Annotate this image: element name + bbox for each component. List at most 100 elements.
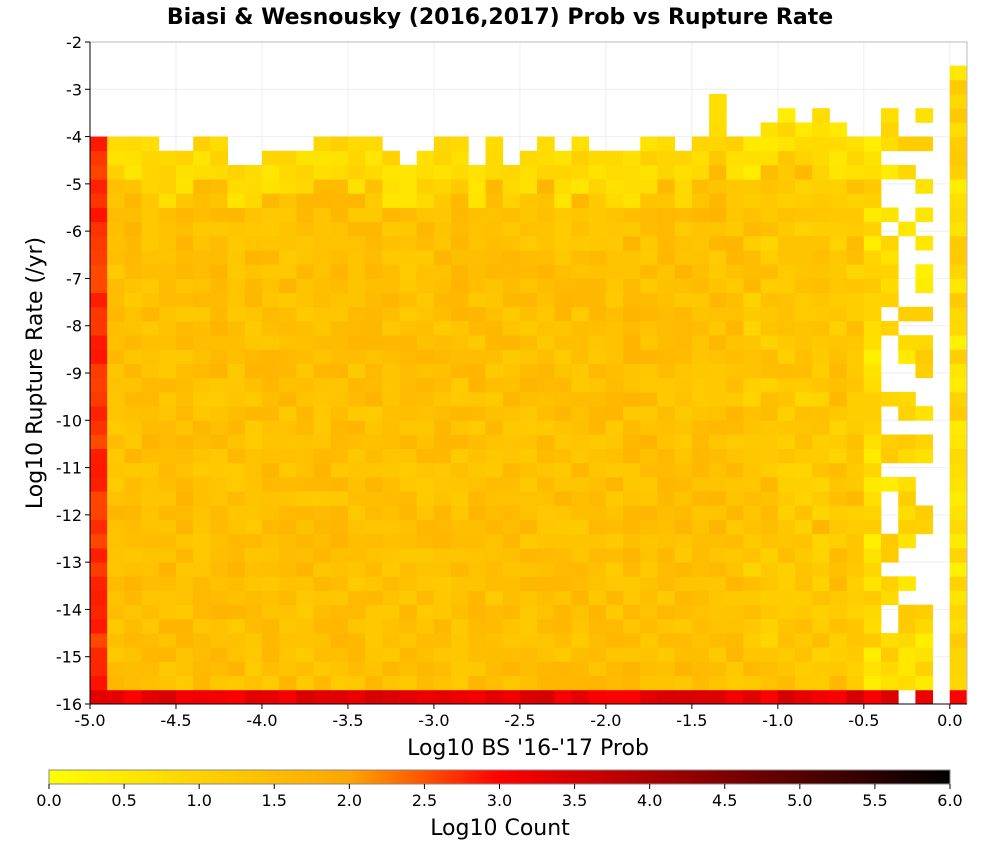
heatmap-cell xyxy=(124,505,142,520)
heatmap-cell xyxy=(777,122,796,137)
heatmap-cell xyxy=(657,491,676,506)
heatmap-cell xyxy=(451,150,469,166)
heatmap-cell xyxy=(313,179,332,194)
heatmap-cell xyxy=(451,533,469,549)
heatmap-cell xyxy=(812,647,830,662)
heatmap-cell xyxy=(347,349,366,364)
heatmap-cell xyxy=(898,505,916,520)
heatmap-cell xyxy=(107,349,125,364)
heatmap-cell xyxy=(691,618,710,634)
heatmap-cell xyxy=(760,505,779,520)
heatmap-cell xyxy=(657,292,676,308)
heatmap-cell xyxy=(330,689,349,705)
heatmap-cell xyxy=(691,661,710,677)
heatmap-cell xyxy=(949,221,968,237)
heatmap-cell xyxy=(812,633,830,648)
heatmap-cell xyxy=(829,519,848,535)
heatmap-cell xyxy=(365,377,383,393)
heatmap-cell xyxy=(347,590,366,606)
heatmap-cell xyxy=(674,179,693,194)
heatmap-cell xyxy=(863,689,882,705)
heatmap-cell xyxy=(296,406,314,421)
heatmap-cell xyxy=(399,604,418,620)
heatmap-cell xyxy=(175,448,194,464)
heatmap-cell xyxy=(502,292,521,308)
heatmap-cell xyxy=(210,462,228,478)
heatmap-cell xyxy=(640,547,658,563)
heatmap-cell xyxy=(416,278,435,294)
heatmap-cell xyxy=(691,491,710,506)
heatmap-cell xyxy=(296,618,314,634)
y-tick-label: -12 xyxy=(56,506,82,525)
y-tick-label: -7 xyxy=(66,269,82,288)
heatmap-cell xyxy=(502,604,521,620)
heatmap-cell xyxy=(227,434,246,450)
heatmap-cell xyxy=(537,207,555,223)
heatmap-cell xyxy=(451,576,469,591)
heatmap-cell xyxy=(279,377,297,393)
heatmap-cell xyxy=(949,122,968,137)
heatmap-cell xyxy=(175,221,194,237)
heatmap-cell xyxy=(898,491,916,506)
heatmap-cell xyxy=(244,349,263,364)
heatmap-cell xyxy=(829,193,848,208)
heatmap-cell xyxy=(279,179,297,194)
heatmap-cell xyxy=(175,675,194,691)
heatmap-cell xyxy=(605,306,624,322)
heatmap-cell xyxy=(812,250,830,265)
heatmap-cell xyxy=(623,235,641,251)
heatmap-cell xyxy=(175,306,194,322)
heatmap-cell xyxy=(571,675,590,691)
heatmap-cell xyxy=(674,434,693,450)
heatmap-cell xyxy=(244,675,263,691)
heatmap-cell xyxy=(829,207,848,223)
heatmap-cell xyxy=(261,292,280,308)
heatmap-cell xyxy=(416,150,435,166)
heatmap-cell xyxy=(227,179,246,194)
heatmap-cell xyxy=(313,335,332,350)
heatmap-cell xyxy=(743,363,762,379)
heatmap-cell xyxy=(502,448,521,464)
heatmap-cell xyxy=(433,306,452,322)
heatmap-cell xyxy=(502,335,521,350)
heatmap-cell xyxy=(709,547,727,563)
heatmap-cell xyxy=(640,576,658,591)
heatmap-cell xyxy=(416,320,435,336)
heatmap-cell xyxy=(519,179,538,194)
heatmap-cell xyxy=(674,661,693,677)
heatmap-cell xyxy=(674,647,693,662)
heatmap-cell xyxy=(330,320,349,336)
heatmap-cell xyxy=(468,675,486,691)
heatmap-cell xyxy=(227,420,246,435)
heatmap-cell xyxy=(657,633,676,648)
heatmap-cell xyxy=(605,576,624,591)
heatmap-cell xyxy=(571,689,590,705)
heatmap-cell xyxy=(657,193,676,208)
heatmap-cell xyxy=(433,420,452,435)
heatmap-cell xyxy=(244,491,263,506)
heatmap-cell xyxy=(210,136,228,152)
heatmap-cell xyxy=(107,477,125,492)
heatmap-cell xyxy=(760,179,779,194)
heatmap-cell xyxy=(193,661,211,677)
heatmap-cell xyxy=(846,320,865,336)
heatmap-cell xyxy=(313,491,332,506)
heatmap-cell xyxy=(158,576,177,591)
heatmap-cell xyxy=(330,235,349,251)
heatmap-cell xyxy=(623,207,641,223)
heatmap-cell xyxy=(881,320,899,336)
heatmap-cell xyxy=(382,477,400,492)
heatmap-cell xyxy=(519,164,538,180)
heatmap-cell xyxy=(227,519,246,535)
heatmap-cell xyxy=(90,207,108,223)
heatmap-cell xyxy=(296,505,314,520)
heatmap-cell xyxy=(691,689,710,705)
heatmap-cell xyxy=(743,462,762,478)
heatmap-cell xyxy=(863,604,882,620)
heatmap-cell xyxy=(691,576,710,591)
heatmap-cell xyxy=(640,235,658,251)
heatmap-cell xyxy=(743,562,762,577)
heatmap-cell xyxy=(709,320,727,336)
heatmap-cell xyxy=(330,547,349,563)
heatmap-cell xyxy=(124,207,142,223)
